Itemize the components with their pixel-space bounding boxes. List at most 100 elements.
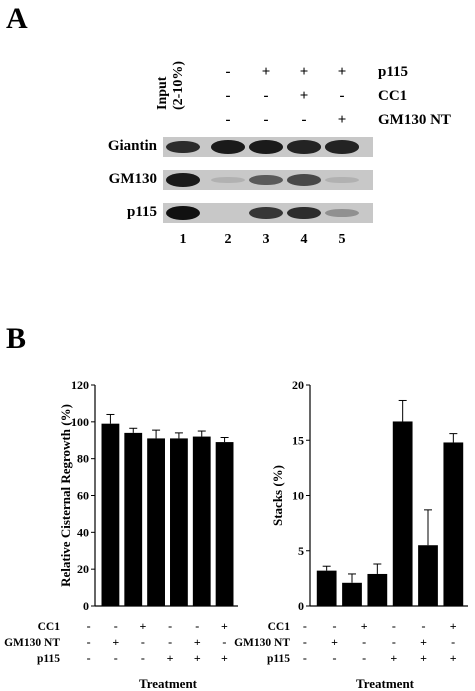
condition-sign: + [261,64,271,80]
treatment-sign: + [390,651,397,665]
blot-band [325,140,359,154]
treatment-sign: + [221,619,228,633]
y-tick-label: 40 [77,525,89,539]
treatment-sign: + [167,651,174,665]
blot-band [211,176,245,184]
treatment-sign: + [420,651,427,665]
y-axis-label: Stacks (%) [270,465,285,526]
condition-sign: - [225,88,231,104]
bar [342,582,362,606]
bar [316,570,337,606]
treatment-sign: - [87,619,91,633]
treatment-sign: + [420,635,427,649]
condition-sign: + [299,64,309,80]
blot-band [211,140,245,154]
y-tick-label: 0 [83,599,89,613]
treatment-sign: - [392,635,396,649]
treatment-sign: + [361,619,368,633]
condition-sign: + [337,64,347,80]
treatment-sign: - [114,651,118,665]
blot-band [249,140,283,154]
treatment-sign: - [168,635,172,649]
condition-label: p115 [378,64,409,80]
treatment-label: GM130 NT [234,637,290,649]
bar [367,573,388,606]
treatment-sign: - [303,651,307,665]
bar [443,442,464,606]
x-axis-label: Treatment [356,676,415,691]
y-tick-label: 0 [298,599,304,613]
condition-sign: - [263,112,269,128]
lane-number: 4 [300,232,308,247]
y-axis-label: Relative Cisternal Regrowth (%) [58,404,73,587]
treatment-label: p115 [267,653,290,665]
treatment-sign: + [221,651,228,665]
treatment-sign: + [331,635,338,649]
treatment-sign: - [141,635,145,649]
treatment-sign: - [303,635,307,649]
y-tick-label: 20 [77,562,89,576]
treatment-sign: - [195,619,199,633]
bar [392,421,413,606]
blot-band [166,140,200,154]
treatment-sign: - [141,651,145,665]
treatment-sign: + [194,635,201,649]
blot-band [325,208,359,218]
blot-band [325,176,359,184]
blot-band [287,140,321,154]
condition-label: GM130 NT [378,112,451,128]
lane-number: 5 [338,232,346,247]
blot-band [166,173,200,187]
panel-letter-a: A [6,2,28,35]
treatment-sign: - [333,619,337,633]
treatment-label: CC1 [38,621,61,633]
blot-band [287,206,321,220]
treatment-sign: - [87,635,91,649]
treatment-sign: - [168,619,172,633]
condition-sign: - [339,88,345,104]
treatment-sign: + [139,619,146,633]
blot-band [249,174,283,186]
treatment-sign: - [114,619,118,633]
treatment-sign: - [333,651,337,665]
bar [124,432,143,606]
y-tick-label: 60 [77,489,89,503]
treatment-sign: - [303,619,307,633]
treatment-sign: - [222,635,226,649]
condition-sign: - [301,112,307,128]
bar [192,436,211,606]
bar [101,423,120,606]
treatment-sign: - [392,619,396,633]
blot-band [249,206,283,220]
y-tick-label: 80 [77,452,89,466]
condition-sign: + [337,112,347,128]
condition-sign: + [299,88,309,104]
blot-label: GM130 [108,171,157,187]
bar [170,438,188,606]
lane-number: 2 [224,232,232,247]
treatment-label: p115 [37,653,60,665]
treatment-sign: - [362,635,366,649]
blot-label: Giantin [107,138,157,154]
x-axis-label: Treatment [139,676,198,691]
y-tick-label: 100 [71,415,89,429]
treatment-sign: + [450,619,457,633]
treatment-sign: - [87,651,91,665]
y-tick-label: 20 [292,378,304,392]
condition-sign: - [225,64,231,80]
panel-letter-b: B [6,322,27,355]
blot-band [166,206,200,220]
treatment-sign: + [450,651,457,665]
y-tick-label: 10 [292,489,304,503]
blot-band [287,174,321,186]
western-blot-figure: Input (2-10%) - + + + p115- - + - CC1- - - + GM130 N… [0,0,475,270]
lane-number: 3 [262,232,270,247]
lane-number: 1 [179,232,187,247]
treatment-sign: - [422,619,426,633]
y-tick-label: 120 [71,378,89,392]
y-tick-label: 15 [292,433,304,447]
bar [215,442,234,606]
treatment-sign: - [451,635,455,649]
y-tick-label: 5 [298,544,304,558]
